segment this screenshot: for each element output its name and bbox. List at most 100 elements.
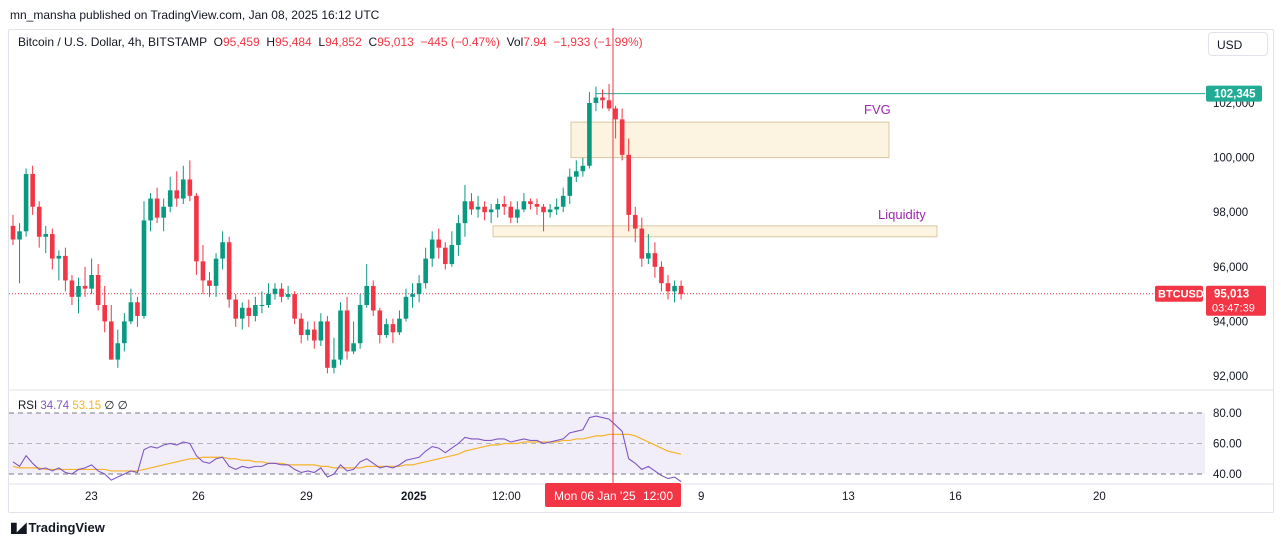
ohlc-close-value: 95,013	[377, 35, 414, 49]
candle-body	[665, 283, 671, 292]
candle-body	[187, 179, 193, 196]
currency-button[interactable]: USD	[1208, 32, 1268, 56]
rsi-lines-group	[12, 415, 682, 483]
price-tick-label: 100,000	[1213, 153, 1255, 165]
candle-body	[318, 321, 324, 341]
candle-body	[488, 209, 494, 213]
rsi-value: 34.74	[40, 400, 70, 412]
candle-body	[285, 294, 291, 297]
candle-body	[17, 231, 22, 240]
rsi-extra-2: ∅	[117, 400, 128, 412]
candle-body	[397, 318, 402, 333]
candle-body	[154, 198, 160, 218]
candle-body	[547, 209, 553, 213]
time-tick-label: 20	[1093, 491, 1106, 503]
candle-body	[541, 206, 546, 213]
candle-body	[429, 239, 435, 259]
crosshair-time-tag	[545, 483, 681, 507]
rsi-line	[12, 415, 682, 483]
fvg-label[interactable]: FVG	[864, 102, 891, 117]
candle-body	[436, 239, 442, 248]
candle-body	[194, 195, 199, 262]
liquidity-label[interactable]: Liquidity	[878, 207, 926, 222]
candle-body	[410, 294, 415, 297]
symbol-legend[interactable]: Bitcoin / U.S. Dollar, 4h, BITSTAMP O95,…	[18, 35, 643, 49]
candle-body	[449, 244, 455, 265]
candle-body	[279, 288, 284, 297]
candle-body	[43, 234, 49, 237]
candle-body	[207, 280, 212, 286]
candle-body	[619, 119, 625, 155]
candle-body	[141, 220, 147, 316]
liquidity-zone[interactable]	[492, 225, 938, 238]
candle-body	[587, 103, 592, 166]
candle-body	[95, 274, 101, 306]
current-price-tag	[1206, 285, 1266, 316]
candle-body	[312, 329, 317, 341]
candle-body	[266, 294, 271, 306]
candle-body	[351, 343, 356, 352]
rsi-legend[interactable]: RSI 34.74 53.15 ∅ ∅	[18, 398, 128, 412]
volume-change: −1,933 (−1.99%)	[553, 35, 643, 49]
candle-body	[501, 204, 507, 207]
time-tick-label: 2025	[401, 491, 427, 503]
candle-body	[298, 318, 304, 336]
candle-body	[200, 261, 206, 281]
candle-body	[56, 255, 62, 259]
candle-body	[560, 195, 566, 207]
symbol-name: Bitcoin / U.S. Dollar, 4h, BITSTAMP	[18, 35, 207, 49]
candle-body	[128, 302, 134, 322]
candle-body	[239, 307, 245, 319]
candle-body	[554, 206, 559, 210]
candle-body	[606, 100, 612, 109]
ohlc-high-label: H	[266, 35, 276, 49]
price-tick-label: 92,000	[1213, 371, 1248, 383]
candle-body	[469, 201, 474, 210]
candle-body	[456, 223, 461, 245]
candle-body	[443, 247, 448, 265]
candle-body	[122, 321, 127, 344]
candle-body	[678, 285, 684, 295]
candle-body	[76, 285, 81, 297]
candle-body	[50, 234, 55, 259]
tradingview-logo[interactable]: ▮◢ TradingView	[10, 519, 105, 536]
candle-body	[108, 321, 114, 360]
candle-body	[148, 198, 153, 221]
high-price-tag-text: 102,345	[1214, 89, 1256, 101]
time-tick-label: 9	[698, 491, 704, 503]
chart-frame	[8, 29, 1274, 513]
rsi-label: RSI	[18, 400, 38, 412]
tradingview-logo-text: TradingView	[28, 520, 105, 535]
candle-body	[377, 310, 383, 336]
candle-body	[325, 321, 330, 368]
candle-body	[30, 173, 35, 207]
candle-body	[475, 206, 481, 210]
fvg-zone[interactable]	[570, 121, 890, 159]
time-tick-label: 16	[949, 491, 962, 503]
time-axis[interactable]: 23 26 29 2025 12:00 9 13 16 20	[85, 491, 1106, 503]
candle-body	[567, 176, 573, 196]
candle-body	[181, 179, 186, 199]
volume-label: Vol	[506, 35, 524, 49]
candle-body	[370, 285, 376, 311]
candle-body	[521, 201, 527, 210]
candle-body	[646, 253, 651, 259]
rsi-tick-label: 40.00	[1213, 469, 1242, 481]
symbol-tag	[1155, 285, 1203, 302]
rsi-axis[interactable]: 80.00 60.00 40.00	[1213, 408, 1242, 481]
candle-body	[659, 266, 664, 284]
candles-group	[10, 83, 684, 374]
candle-body	[331, 359, 337, 368]
ohlc-low-label: L	[318, 35, 326, 49]
candle-body	[528, 201, 533, 205]
candle-body	[403, 296, 409, 319]
price-change: −445 (−0.47%)	[420, 35, 500, 49]
current-price-text: 95,013	[1214, 289, 1249, 301]
candle-body	[23, 173, 29, 232]
candle-body	[639, 228, 645, 259]
price-tick-label: 94,000	[1213, 316, 1248, 328]
candle-body	[213, 258, 219, 286]
candle-body	[36, 206, 42, 237]
